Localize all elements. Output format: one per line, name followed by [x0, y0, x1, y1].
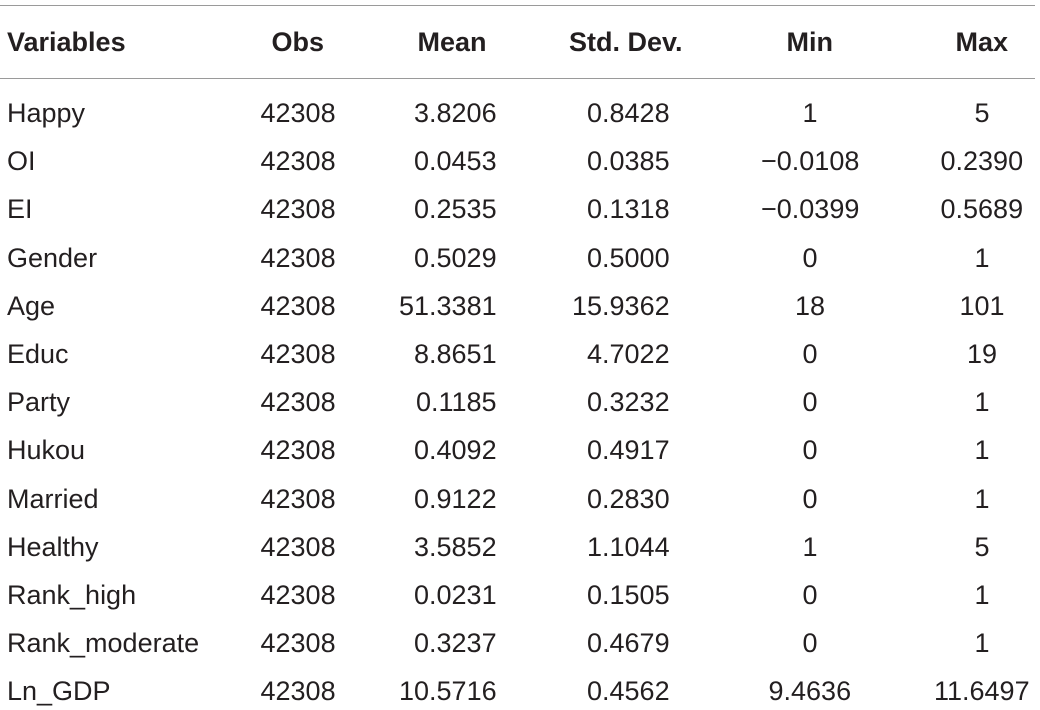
top-rule: [0, 5, 1035, 6]
table-cell: 0: [802, 242, 818, 273]
table-cell: 18: [795, 290, 826, 321]
table-cell: 42308: [260, 483, 336, 514]
table-cell: 0: [802, 435, 818, 466]
row-label: Party: [7, 387, 71, 418]
table-cell: 0.3232: [587, 387, 670, 418]
table-cell: 1: [974, 387, 990, 418]
table-cell: 42308: [260, 146, 336, 177]
table-cell: 42308: [260, 98, 336, 128]
table-cell: 0.4917: [587, 435, 670, 466]
table-cell: 3.5852: [414, 531, 497, 562]
table-cell: 4.7022: [587, 339, 670, 369]
table-cell: −0.0399: [761, 194, 860, 225]
table-cell: 1: [974, 580, 990, 610]
header-cell: Mean: [417, 27, 487, 57]
table-cell: 42308: [260, 242, 336, 273]
table-cell: 0: [802, 339, 818, 369]
row-label: Gender: [7, 242, 98, 273]
table-cell: 0.5689: [940, 194, 1024, 225]
table-cell: 0.4562: [587, 676, 670, 707]
table-cell: 0.1318: [587, 194, 670, 225]
table-cell: 0: [802, 580, 818, 610]
header-cell: Std. Dev.: [569, 27, 683, 57]
row-label: Married: [7, 483, 99, 514]
table-cell: 0.0453: [414, 146, 497, 177]
table-cell: 42308: [260, 339, 336, 369]
table-cell: 0.4679: [587, 628, 670, 659]
row-label: Ln_GDP: [7, 676, 111, 707]
table-cell: 0.2390: [940, 146, 1024, 177]
table-cell: 42308: [260, 676, 336, 707]
table-cell: 0.5000: [587, 242, 670, 273]
table-cell: 0.9122: [414, 483, 497, 514]
table-cell: 0: [802, 483, 818, 514]
row-label: Educ: [7, 339, 69, 369]
table-cell: 0.2830: [587, 483, 670, 514]
table-cell: 15.9362: [572, 290, 670, 321]
table-cell: 0: [802, 628, 818, 659]
table-cell: 42308: [260, 435, 336, 466]
row-label: Age: [7, 290, 56, 321]
table-cell: 10.5716: [399, 676, 497, 707]
header-rule: [0, 78, 1035, 79]
table-cell: 9.4636: [768, 676, 852, 707]
table-cell: 0.8428: [587, 98, 670, 128]
table-cell: 0: [802, 387, 818, 418]
table-cell: 8.8651: [414, 339, 497, 369]
row-label: Happy: [7, 98, 86, 128]
header-cell: Variables: [7, 27, 126, 57]
header-cell: Obs: [271, 27, 325, 57]
row-label: EI: [7, 194, 33, 225]
table-cell: 42308: [260, 580, 336, 610]
table-cell: 42308: [260, 387, 336, 418]
table-cell: 0.2535: [414, 194, 497, 225]
table-cell: 0.0385: [587, 146, 670, 177]
header-cell: Min: [786, 27, 834, 57]
table-cell: 1: [974, 483, 990, 514]
table-cell: 1: [974, 242, 990, 273]
table-cell: 42308: [260, 290, 336, 321]
table-cell: 0.4092: [414, 435, 497, 466]
table-cell: 51.3381: [399, 290, 497, 321]
table-cell: 1: [802, 531, 818, 562]
table-cell: 0.1185: [416, 387, 497, 418]
row-label: Healthy: [7, 531, 99, 562]
table-cell: 3.8206: [414, 98, 497, 128]
header-cell: Max: [955, 27, 1009, 57]
table-cell: 0.1505: [587, 580, 670, 610]
row-label: Rank_high: [7, 580, 137, 610]
table-cell: −0.0108: [761, 146, 860, 177]
row-label: Rank_moderate: [7, 628, 200, 659]
table-cell: 42308: [260, 194, 336, 225]
table-cell: 0.0231: [414, 580, 497, 610]
table-cell: 11.6497: [934, 676, 1030, 707]
row-label: Hukou: [7, 435, 86, 466]
table-cell: 1: [802, 98, 818, 128]
table-cell: 42308: [260, 531, 336, 562]
table-cell: 1.1044: [587, 531, 670, 562]
table-cell: 101: [959, 290, 1005, 321]
table-cell: 0.3237: [414, 628, 497, 659]
row-label: OI: [7, 146, 36, 177]
table-cell: 1: [974, 628, 990, 659]
table-cell: 5: [974, 531, 990, 562]
table-cell: 0.5029: [414, 242, 497, 273]
table-cell: 42308: [260, 628, 336, 659]
table-cell: 1: [974, 435, 990, 466]
table-cell: 19: [967, 339, 998, 369]
table-cell: 5: [974, 98, 990, 128]
